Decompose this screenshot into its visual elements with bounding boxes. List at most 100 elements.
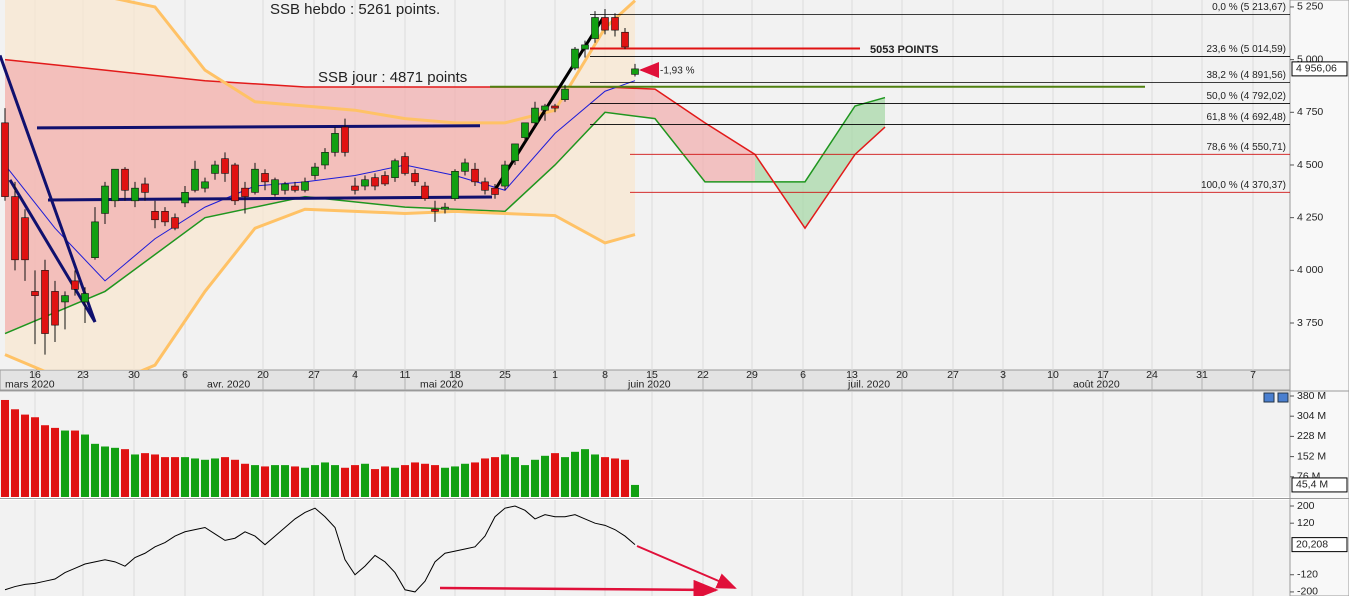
volume-bar	[121, 449, 129, 497]
month-label: mars 2020	[5, 378, 55, 390]
volume-bar	[21, 414, 29, 497]
candle-body	[491, 187, 499, 195]
fib-level-label: 0,0 % (5 213,67)	[1212, 2, 1286, 13]
month-label: juin 2020	[627, 378, 671, 390]
volume-bar	[281, 465, 289, 497]
volume-bar	[151, 454, 159, 497]
cloud-segment	[705, 122, 755, 182]
last-value-box	[1291, 477, 1348, 493]
x-tick-label: 22	[697, 369, 709, 381]
x-tick-label: 29	[746, 369, 758, 381]
fib-level-label: 78,6 % (4 550,71)	[1207, 142, 1287, 153]
volume-bar	[551, 453, 559, 497]
volume-bar	[341, 467, 349, 497]
candle-body	[621, 31, 629, 48]
volume-bar	[441, 467, 449, 497]
volume-bar	[631, 484, 639, 497]
candle-body	[381, 175, 389, 185]
candle-body	[261, 173, 269, 183]
candle-body	[161, 211, 169, 223]
month-label: avr. 2020	[207, 378, 250, 390]
cloud-segment	[555, 87, 605, 165]
candle-body	[301, 181, 309, 191]
candle-body	[571, 48, 579, 69]
candle-body	[101, 185, 109, 214]
volume-bar	[601, 457, 609, 497]
x-tick-label: 4	[352, 369, 358, 381]
volume-bar	[471, 462, 479, 497]
oscillator-panel	[0, 500, 1290, 596]
volume-bar	[371, 469, 379, 497]
y-tick-label: 4 750	[1297, 106, 1323, 118]
candle-body	[111, 168, 119, 202]
y-tick-label: 5 000	[1297, 53, 1323, 65]
y-tick-label: 152 M	[1297, 450, 1326, 462]
volume-bar	[61, 430, 69, 497]
volume-bar	[431, 465, 439, 497]
x-tick-label: 13	[846, 369, 858, 381]
panel-icon[interactable]	[1277, 392, 1289, 403]
volume-bar	[171, 457, 179, 497]
candle-body	[81, 293, 89, 303]
annotation: SSB hebdo : 5261 points.	[270, 1, 440, 18]
last-value-label: 45,4 M	[1296, 479, 1328, 491]
x-tick-label: 8	[602, 369, 608, 381]
candle-body	[521, 122, 529, 138]
cloud-segment	[855, 97, 885, 155]
candle-body	[221, 158, 229, 174]
candle-body	[611, 17, 619, 31]
volume-bar	[401, 465, 409, 497]
volume-layer	[1, 392, 1254, 497]
y-tick-label: 380 M	[1297, 390, 1326, 402]
cloud-segment	[605, 87, 655, 119]
x-tick-label: 30	[128, 369, 140, 381]
volume-bar	[481, 458, 489, 497]
last-value-label: 4 956,06	[1296, 63, 1337, 75]
volume-bar	[81, 434, 89, 497]
volume-bar	[41, 425, 49, 497]
volume-bar	[231, 459, 239, 497]
volume-bar	[411, 462, 419, 497]
candle-body	[31, 291, 39, 296]
volume-bar	[321, 462, 329, 497]
volume-bar	[561, 457, 569, 497]
volume-bar	[31, 417, 39, 497]
candle-body	[461, 162, 469, 172]
panel-icon[interactable]	[1263, 392, 1275, 403]
cloud-segment	[205, 80, 305, 218]
candle-body	[421, 185, 429, 199]
candle-body	[631, 68, 639, 75]
candle-body	[11, 196, 19, 261]
x-tick-label: 6	[800, 369, 806, 381]
volume-bar	[421, 463, 429, 497]
y-tick-label: 120	[1297, 517, 1315, 529]
y-tick-label: 4 250	[1297, 211, 1323, 223]
candle-body	[341, 126, 349, 153]
volume-bar	[301, 467, 309, 497]
x-tick-label: 27	[308, 369, 320, 381]
candle-body	[61, 295, 69, 303]
trendline	[36, 124, 481, 130]
candle-body	[511, 143, 519, 162]
volume-bar	[101, 446, 109, 497]
x-tick-label: 7	[1250, 369, 1256, 381]
x-tick-label: 17	[1097, 369, 1109, 381]
candle-body	[231, 164, 239, 202]
volume-bar	[221, 457, 229, 497]
volume-bar	[201, 459, 209, 497]
volume-bar	[521, 465, 529, 497]
x-tick-label: 20	[257, 369, 269, 381]
y-tick-label: 200	[1297, 500, 1315, 512]
x-tick-label: 16	[29, 369, 41, 381]
volume-bar	[71, 430, 79, 497]
candle-body	[371, 177, 379, 187]
candle-body	[321, 152, 329, 166]
cloud-segment	[405, 87, 505, 212]
candle-body	[171, 217, 179, 229]
x-tick-label: 20	[896, 369, 908, 381]
month-label: mai 2020	[420, 378, 463, 390]
annotation-arrow	[439, 579, 719, 596]
volume-bar	[501, 454, 509, 497]
x-tick-label: 18	[449, 369, 461, 381]
